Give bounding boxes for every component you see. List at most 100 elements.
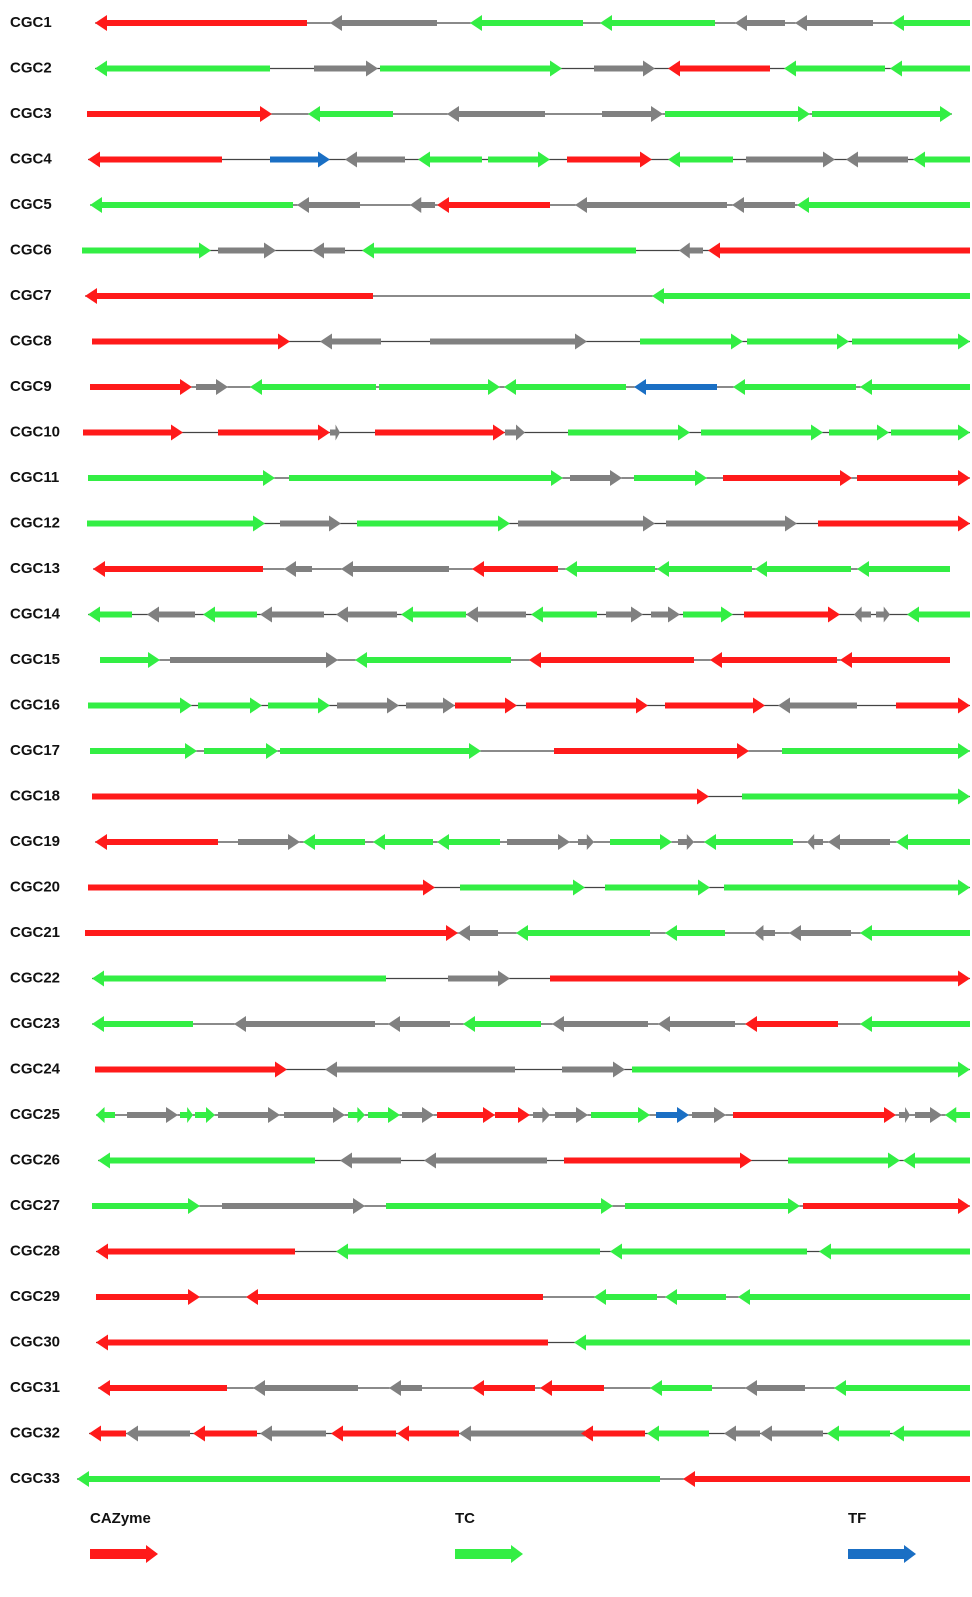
other-gene-arrow: [692, 1107, 726, 1123]
tc-gene-arrow: [812, 106, 952, 122]
tc-gene-arrow: [88, 697, 192, 714]
other-gene-arrow: [459, 1425, 585, 1442]
cluster-label: CGC1: [10, 14, 52, 31]
tc-gene-arrow: [82, 242, 211, 259]
cluster-row-cgc25: CGC25: [10, 1106, 970, 1123]
other-gene-arrow: [789, 925, 851, 941]
tc-gene-arrow: [568, 424, 690, 441]
tc-gene-arrow: [280, 743, 481, 759]
cazyme-gene-arrow: [665, 697, 765, 714]
cluster-label: CGC6: [10, 242, 52, 259]
other-gene-arrow: [658, 1016, 735, 1032]
other-gene-arrow: [336, 606, 397, 623]
cazyme-gene-arrow: [92, 788, 709, 805]
other-gene-arrow: [575, 197, 727, 213]
cluster-row-cgc15: CGC15: [10, 651, 950, 668]
cluster-label: CGC32: [10, 1425, 60, 1442]
cazyme-gene-arrow: [87, 106, 272, 122]
cluster-label: CGC4: [10, 151, 52, 168]
tc-gene-arrow: [531, 606, 597, 623]
cluster-row-cgc13: CGC13: [10, 560, 950, 577]
cluster-label: CGC11: [10, 469, 59, 486]
cluster-row-cgc3: CGC3: [10, 105, 952, 122]
other-gene-arrow: [876, 606, 890, 623]
other-gene-arrow: [284, 1107, 345, 1123]
cazyme-gene-arrow: [581, 1425, 645, 1442]
tc-gene-arrow: [379, 379, 500, 395]
tc-gene-arrow: [683, 606, 733, 623]
other-gene-arrow: [126, 1425, 190, 1442]
tc-gene-arrow: [860, 1016, 970, 1032]
cluster-label: CGC2: [10, 60, 52, 77]
other-gene-arrow: [666, 515, 797, 532]
cluster-label: CGC24: [10, 1061, 61, 1078]
other-gene-arrow: [732, 197, 795, 213]
tc-gene-arrow: [665, 925, 725, 941]
cluster-label: CGC33: [10, 1470, 60, 1487]
other-gene-arrow: [505, 424, 525, 441]
tc-gene-arrow: [665, 106, 810, 122]
other-gene-arrow: [260, 1425, 326, 1442]
cazyme-gene-arrow: [85, 925, 458, 941]
tc-gene-arrow: [504, 379, 626, 395]
tc-gene-arrow: [594, 1289, 657, 1305]
cluster-label: CGC26: [10, 1152, 60, 1169]
other-gene-arrow: [312, 242, 345, 259]
cazyme-gene-arrow: [896, 697, 970, 714]
other-gene-arrow: [196, 379, 228, 395]
cluster-row-cgc21: CGC21: [10, 924, 970, 941]
cluster-label: CGC19: [10, 833, 60, 850]
tc-gene-arrow: [605, 879, 710, 896]
other-gene-arrow: [238, 834, 300, 850]
other-gene-arrow: [746, 151, 835, 168]
cazyme-gene-arrow: [529, 652, 694, 668]
other-gene-arrow: [594, 60, 655, 77]
tc-gene-arrow: [289, 470, 563, 486]
other-gene-arrow: [260, 606, 324, 623]
cluster-label: CGC30: [10, 1334, 60, 1351]
cazyme-gene-arrow: [96, 1243, 295, 1260]
cluster-label: CGC27: [10, 1197, 60, 1214]
cluster-row-cgc18: CGC18: [10, 788, 970, 805]
cazyme-gene-arrow: [95, 15, 307, 31]
cazyme-gene-arrow: [472, 1380, 535, 1396]
other-gene-arrow: [127, 1107, 178, 1123]
cazyme-gene-arrow: [331, 1425, 396, 1442]
other-gene-arrow: [651, 606, 680, 623]
cazyme-gene-arrow: [745, 1016, 838, 1032]
cluster-row-cgc10: CGC10: [10, 424, 970, 441]
other-gene-arrow: [555, 1107, 588, 1123]
tc-gene-arrow: [386, 1198, 613, 1214]
tc-arrow-icon: [455, 1545, 523, 1563]
tc-gene-arrow: [600, 15, 715, 31]
cluster-row-cgc8: CGC8: [10, 333, 970, 350]
tc-gene-arrow: [98, 1152, 315, 1169]
tf-arrow-icon: [848, 1545, 916, 1563]
other-gene-arrow: [807, 834, 823, 850]
tc-gene-arrow: [92, 970, 386, 987]
legend-item-tf: TF: [848, 1510, 968, 1564]
tc-gene-arrow: [250, 379, 376, 395]
cluster-row-cgc9: CGC9: [10, 378, 970, 395]
tc-gene-arrow: [733, 379, 856, 395]
cluster-label: CGC28: [10, 1243, 60, 1260]
cazyme-gene-arrow: [567, 151, 652, 168]
other-gene-arrow: [170, 652, 338, 668]
tc-gene-arrow: [647, 1425, 709, 1442]
tc-gene-arrow: [892, 15, 970, 31]
other-gene-arrow: [915, 1107, 942, 1123]
cazyme-gene-arrow: [437, 1107, 495, 1123]
cluster-label: CGC23: [10, 1015, 60, 1032]
tc-gene-arrow: [565, 561, 655, 577]
legend-label-tc: TC: [455, 1510, 475, 1527]
tc-gene-arrow: [834, 1380, 970, 1396]
tc-gene-arrow: [470, 15, 583, 31]
tc-gene-arrow: [827, 1425, 890, 1442]
tc-gene-arrow: [95, 60, 270, 77]
other-gene-arrow: [846, 151, 908, 168]
cluster-label: CGC20: [10, 879, 60, 896]
cazyme-gene-arrow: [710, 652, 837, 668]
cazyme-gene-arrow: [803, 1198, 970, 1214]
tc-gene-arrow: [488, 151, 550, 168]
cazyme-gene-arrow: [554, 743, 749, 759]
